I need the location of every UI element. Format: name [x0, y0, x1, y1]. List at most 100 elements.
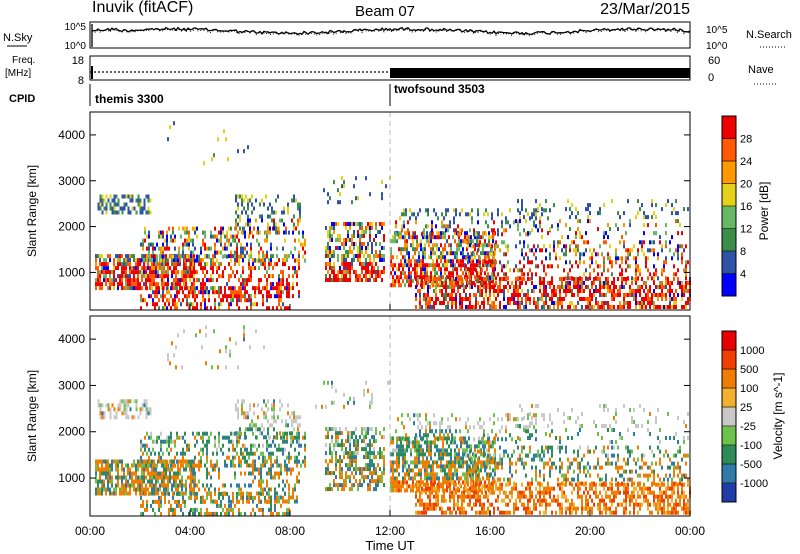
heatmap-cell — [286, 278, 288, 283]
heatmap-cell — [249, 230, 251, 235]
heatmap-cell — [669, 240, 671, 245]
heatmap-cell — [274, 491, 276, 496]
heatmap-cell — [234, 238, 236, 243]
heatmap-cell — [499, 248, 501, 253]
heatmap-cell — [390, 440, 392, 445]
heatmap-cell — [119, 459, 121, 464]
heatmap-cell — [144, 230, 146, 235]
heatmap-cell — [196, 226, 198, 231]
heatmap-cell — [569, 301, 571, 305]
heatmap-cell — [623, 293, 625, 297]
heatmap-cell — [210, 483, 212, 488]
heatmap-cell — [481, 301, 483, 305]
heatmap-cell — [369, 192, 371, 197]
heatmap-cell — [418, 468, 420, 473]
heatmap-cell — [535, 199, 537, 204]
heatmap-cell — [228, 238, 230, 243]
heatmap-cell — [438, 452, 440, 457]
heatmap-cell — [105, 210, 108, 215]
heatmap-cell — [294, 447, 296, 452]
heatmap-cell — [248, 463, 250, 468]
heatmap-cell — [438, 480, 440, 485]
heatmap-cell — [545, 199, 547, 204]
heatmap-cell — [272, 254, 274, 259]
heatmap-cell — [133, 459, 135, 464]
heatmap-cell — [457, 277, 459, 281]
heatmap-cell — [145, 407, 148, 412]
heatmap-cell — [623, 223, 625, 228]
heatmap-cell — [491, 301, 493, 305]
heatmap-cell — [545, 272, 547, 277]
heatmap-cell — [249, 222, 251, 227]
heatmap-cell — [335, 238, 337, 242]
heatmap-cell — [109, 286, 111, 291]
heatmap-cell — [270, 254, 272, 259]
heatmap-cell — [117, 483, 119, 488]
heatmap-cell — [519, 276, 521, 281]
heatmap-cell — [383, 254, 385, 258]
heatmap-cell — [450, 259, 452, 264]
heatmap-cell — [449, 281, 451, 285]
heatmap-cell — [196, 431, 198, 436]
heatmap-cell — [488, 235, 490, 240]
heatmap-cell — [579, 285, 581, 289]
heatmap-cell — [473, 281, 475, 285]
heatmap-cell — [563, 268, 565, 273]
heatmap-cell — [343, 451, 345, 456]
heatmap-cell — [196, 278, 198, 283]
heatmap-cell — [99, 467, 101, 472]
heatmap-cell — [365, 270, 367, 274]
heatmap-cell — [236, 451, 238, 456]
heatmap-cell — [239, 218, 241, 223]
heatmap-cell — [241, 194, 243, 199]
heatmap-cell — [456, 267, 458, 272]
heatmap-cell — [145, 282, 147, 287]
heatmap-cell — [339, 246, 341, 250]
heatmap-cell — [298, 294, 300, 299]
heatmap-cell — [258, 499, 260, 504]
heatmap-cell — [601, 301, 603, 305]
heatmap-cell — [613, 285, 615, 289]
heatmap-cell — [160, 495, 162, 500]
heatmap-cell — [335, 274, 337, 278]
heatmap-cell — [241, 407, 243, 412]
heatmap-cell — [163, 467, 165, 472]
heatmap-cell — [424, 472, 426, 477]
heatmap-cell — [443, 301, 445, 305]
heatmap-cell — [331, 471, 333, 476]
heatmap-cell — [177, 258, 179, 263]
heatmap-cell — [390, 263, 392, 268]
heatmap-cell — [260, 246, 262, 251]
heatmap-cell — [337, 435, 339, 440]
heatmap-cell — [413, 212, 415, 217]
heatmap-cell — [359, 258, 361, 262]
heatmap-cell — [284, 431, 286, 436]
heatmap-cell — [292, 254, 294, 259]
heatmap-cell — [290, 250, 292, 255]
heatmap-cell — [228, 274, 230, 279]
heatmap-cell — [133, 479, 135, 484]
heatmap-cell — [200, 507, 202, 512]
heatmap-cell — [137, 258, 139, 263]
heatmap-cell — [416, 464, 418, 469]
heatmap-cell — [286, 258, 288, 263]
heatmap-cell — [412, 255, 414, 260]
heatmap-cell — [123, 262, 125, 267]
heatmap-cell — [127, 399, 130, 404]
heatmap-cell — [129, 475, 131, 480]
heatmap-cell — [158, 290, 160, 295]
heatmap-cell — [298, 435, 300, 440]
heatmap-cell — [436, 255, 438, 260]
heatmap-cell — [375, 455, 377, 460]
heatmap-cell — [559, 256, 561, 261]
heatmap-cell — [655, 223, 657, 228]
heatmap-cell — [258, 282, 260, 287]
heatmap-cell — [117, 266, 119, 271]
heatmap-cell — [675, 248, 677, 253]
heatmap-cell — [167, 266, 169, 271]
heatmap-cell — [135, 270, 137, 275]
heatmap-cell — [193, 282, 195, 287]
heatmap-cell — [160, 294, 162, 299]
heatmap-cell — [357, 274, 359, 278]
heatmap-cell — [238, 298, 240, 303]
